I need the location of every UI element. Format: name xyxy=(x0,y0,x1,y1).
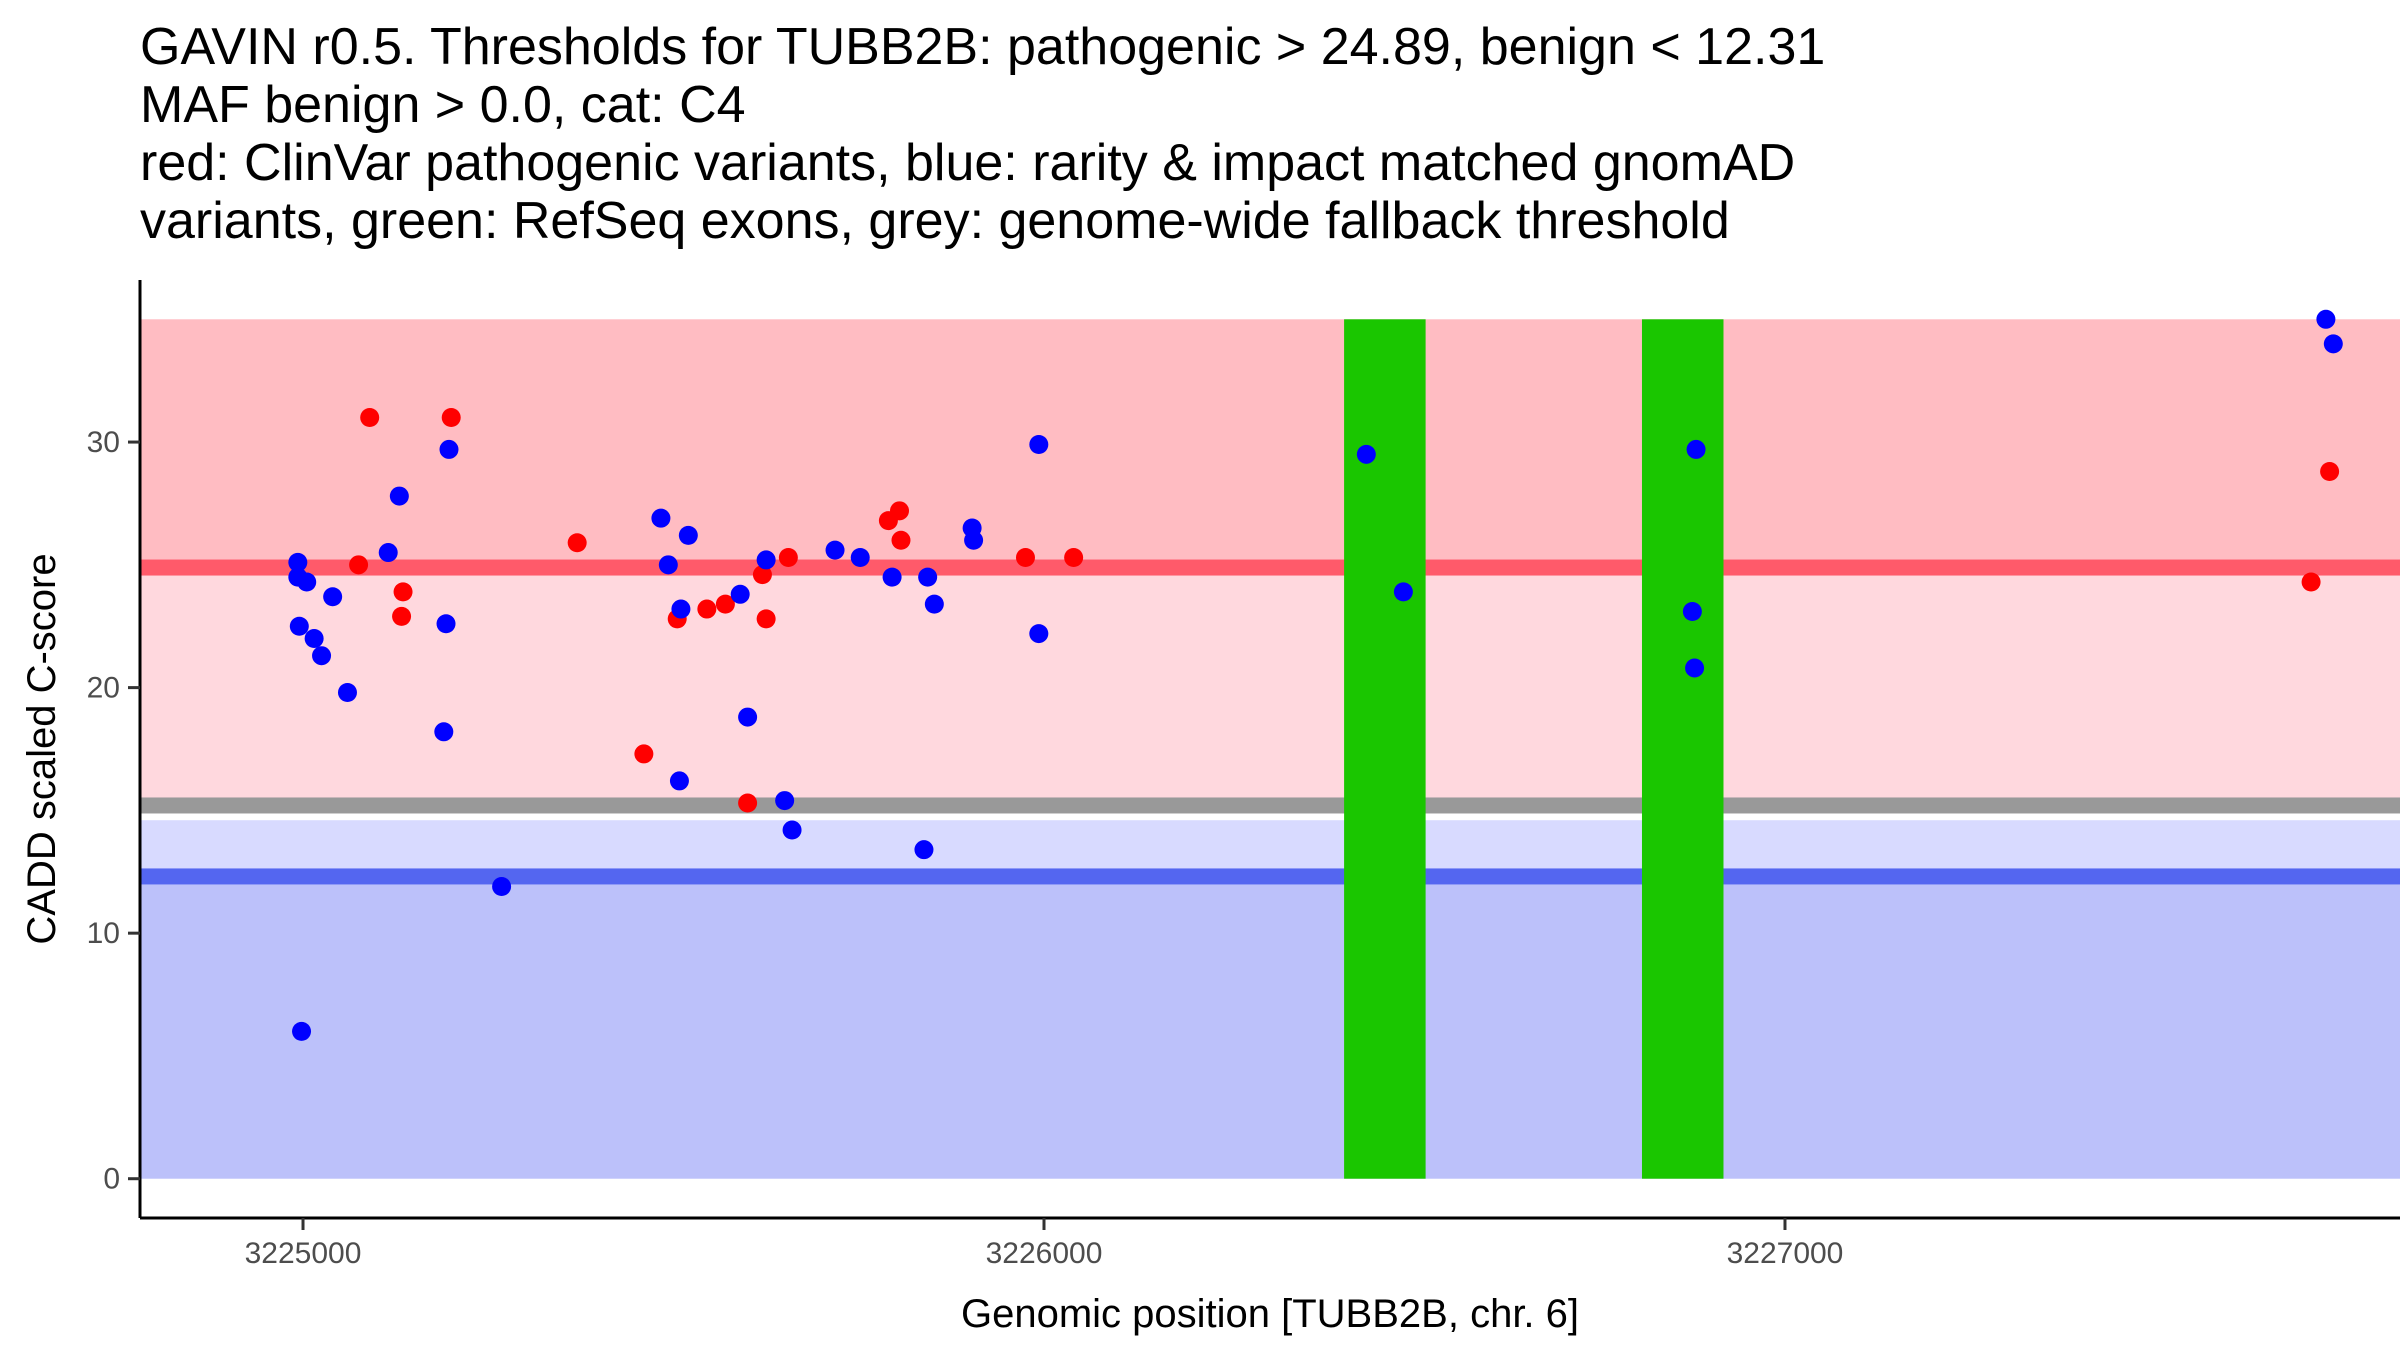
title-line-2: MAF benign > 0.0, cat: C4 xyxy=(140,76,746,134)
y-tick-label: 30 xyxy=(87,426,120,459)
clinvar-pathogenic-point-4 xyxy=(393,582,413,602)
gnomad-variant-point-23 xyxy=(756,550,776,570)
title-line-1: GAVIN r0.5. Thresholds for TUBB2B: patho… xyxy=(140,18,1825,76)
gnomad-variant-point-35 xyxy=(1029,624,1049,644)
fallback-benign-zone xyxy=(140,820,2400,877)
gnomad-variant-point-4 xyxy=(289,616,309,636)
x-tick-label: 3227000 xyxy=(1727,1237,1844,1270)
variant-points xyxy=(288,309,2343,1041)
y-tick-label: 10 xyxy=(87,917,120,950)
clinvar-pathogenic-point-2 xyxy=(441,408,461,428)
threshold-lines xyxy=(140,559,2400,885)
gnomad-variant-point-13 xyxy=(436,614,456,634)
gnomad-variant-point-41 xyxy=(2316,309,2336,329)
y-axis-ticks: 0 10 20 30 xyxy=(87,426,140,1196)
clinvar-pathogenic-point-17 xyxy=(891,530,911,550)
gnomad-variant-point-20 xyxy=(669,771,689,791)
pathogenic-threshold-line xyxy=(140,559,2400,576)
clinvar-pathogenic-point-16 xyxy=(890,501,910,521)
fallback-threshold-line xyxy=(140,797,2400,814)
gnomad-variant-point-5 xyxy=(304,629,324,649)
threshold-regions xyxy=(140,319,2400,1179)
clinvar-pathogenic-point-3 xyxy=(349,555,369,575)
gnomad-variant-point-21 xyxy=(730,584,750,604)
exon-bar-2 xyxy=(1641,319,1724,1179)
gnomad-variant-point-18 xyxy=(678,525,698,545)
fallback-pathogenic-zone xyxy=(140,567,2400,806)
gnomad-variant-point-28 xyxy=(882,567,902,587)
gnomad-variant-point-25 xyxy=(782,820,802,840)
x-axis-title: Genomic position [TUBB2B, chr. 6] xyxy=(961,1292,1579,1336)
gnomad-variant-point-10 xyxy=(378,543,398,563)
gnomad-variant-point-29 xyxy=(918,567,938,587)
gnomad-variant-point-14 xyxy=(434,722,454,742)
gnomad-variant-point-31 xyxy=(914,840,934,860)
gnomad-variant-point-7 xyxy=(323,587,343,607)
clinvar-pathogenic-point-9 xyxy=(697,599,717,619)
clinvar-pathogenic-point-12 xyxy=(756,609,776,629)
clinvar-pathogenic-point-6 xyxy=(567,533,587,553)
clinvar-pathogenic-point-21 xyxy=(2320,462,2340,482)
x-tick-label: 3226000 xyxy=(986,1237,1103,1270)
clinvar-pathogenic-point-14 xyxy=(738,793,758,813)
x-tick-label: 3225000 xyxy=(245,1237,362,1270)
gnomad-variant-point-8 xyxy=(337,683,357,703)
clinvar-pathogenic-point-7 xyxy=(634,744,654,764)
clinvar-pathogenic-point-11 xyxy=(752,565,772,585)
gnomad-variant-point-19 xyxy=(671,599,691,619)
gnomad-variant-point-1 xyxy=(288,552,308,572)
refseq-exons xyxy=(1344,319,1724,1179)
title-line-3: red: ClinVar pathogenic variants, blue: … xyxy=(140,134,1795,192)
gnomad-variant-point-38 xyxy=(1686,439,1706,459)
x-axis-ticks: 3225000 3226000 3227000 xyxy=(245,1218,1844,1270)
gnomad-variant-point-40 xyxy=(1685,658,1705,678)
gnomad-variant-point-16 xyxy=(651,508,671,528)
gnomad-variant-point-30 xyxy=(924,594,944,614)
gnomad-variant-point-26 xyxy=(825,540,845,560)
gnomad-variant-point-12 xyxy=(439,439,459,459)
title-line-4: variants, green: RefSeq exons, grey: gen… xyxy=(140,192,1730,250)
clinvar-pathogenic-point-1 xyxy=(360,408,380,428)
gnomad-variant-point-24 xyxy=(775,791,795,811)
clinvar-pathogenic-point-10 xyxy=(715,594,735,614)
clinvar-pathogenic-point-5 xyxy=(392,606,412,626)
clinvar-pathogenic-point-19 xyxy=(1064,547,1084,567)
gnomad-variant-point-6 xyxy=(312,646,332,666)
gnomad-variant-point-17 xyxy=(658,555,678,575)
gnomad-variant-point-9 xyxy=(292,1021,312,1041)
clinvar-pathogenic-point-20 xyxy=(2301,572,2321,592)
clinvar-pathogenic-point-13 xyxy=(778,547,798,567)
gnomad-variant-point-34 xyxy=(1029,435,1049,455)
gnomad-variant-point-3 xyxy=(297,572,317,592)
chart-title: GAVIN r0.5. Thresholds for TUBB2B: patho… xyxy=(140,18,1825,250)
y-tick-label: 20 xyxy=(87,672,120,705)
gnomad-variant-point-27 xyxy=(850,547,870,567)
gnomad-variant-point-42 xyxy=(2323,334,2343,354)
gnomad-variant-point-37 xyxy=(1393,582,1413,602)
exon-bar-1 xyxy=(1344,319,1426,1179)
gnomad-variant-point-22 xyxy=(738,707,758,727)
y-tick-label: 0 xyxy=(103,1163,120,1196)
benign-threshold-line xyxy=(140,868,2400,885)
benign-zone xyxy=(140,876,2400,1179)
gnomad-variant-point-11 xyxy=(389,486,409,506)
gnomad-variant-point-39 xyxy=(1682,601,1702,621)
gnomad-variant-point-36 xyxy=(1356,444,1376,464)
gnomad-variant-point-33 xyxy=(964,530,984,550)
gnomad-variant-point-15 xyxy=(492,877,512,897)
pathogenic-zone xyxy=(140,319,2400,568)
clinvar-pathogenic-point-18 xyxy=(1015,547,1035,567)
y-axis-title: CADD scaled C-score xyxy=(20,553,64,944)
